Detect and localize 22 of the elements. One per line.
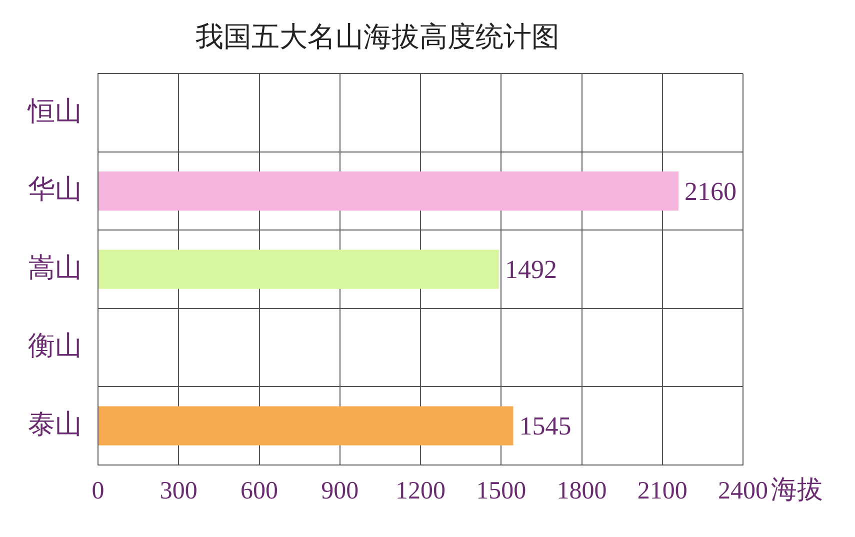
y-tick-label: 衡山: [28, 330, 82, 362]
data-label: 2160: [684, 176, 736, 206]
y-tick-label: 华山: [28, 174, 82, 206]
x-tick-label: 1800: [556, 478, 607, 505]
x-tick-label: 2400: [718, 478, 768, 505]
x-tick-label: 2100: [637, 478, 688, 505]
data-label: 1492: [504, 255, 557, 284]
bar: [98, 406, 514, 446]
x-tick-label: 900: [321, 478, 359, 505]
bar: [98, 250, 499, 289]
x-tick-label: 1200: [396, 478, 446, 505]
x-tick-label: 1500: [476, 478, 526, 505]
chart-title: 我国五大名山海拔高度统计图: [196, 20, 560, 54]
y-tick-label: 泰山: [28, 408, 82, 440]
y-tick-label: 恒山: [27, 96, 82, 127]
bar: [98, 171, 678, 211]
x-tick-label: 600: [240, 478, 278, 505]
x-tick-label: 300: [160, 478, 198, 505]
x-axis-title: 海拔: [771, 474, 823, 505]
x-tick-label: 0: [92, 478, 104, 505]
data-label: 1545: [519, 412, 572, 441]
y-tick-label: 嵩山: [28, 252, 82, 284]
